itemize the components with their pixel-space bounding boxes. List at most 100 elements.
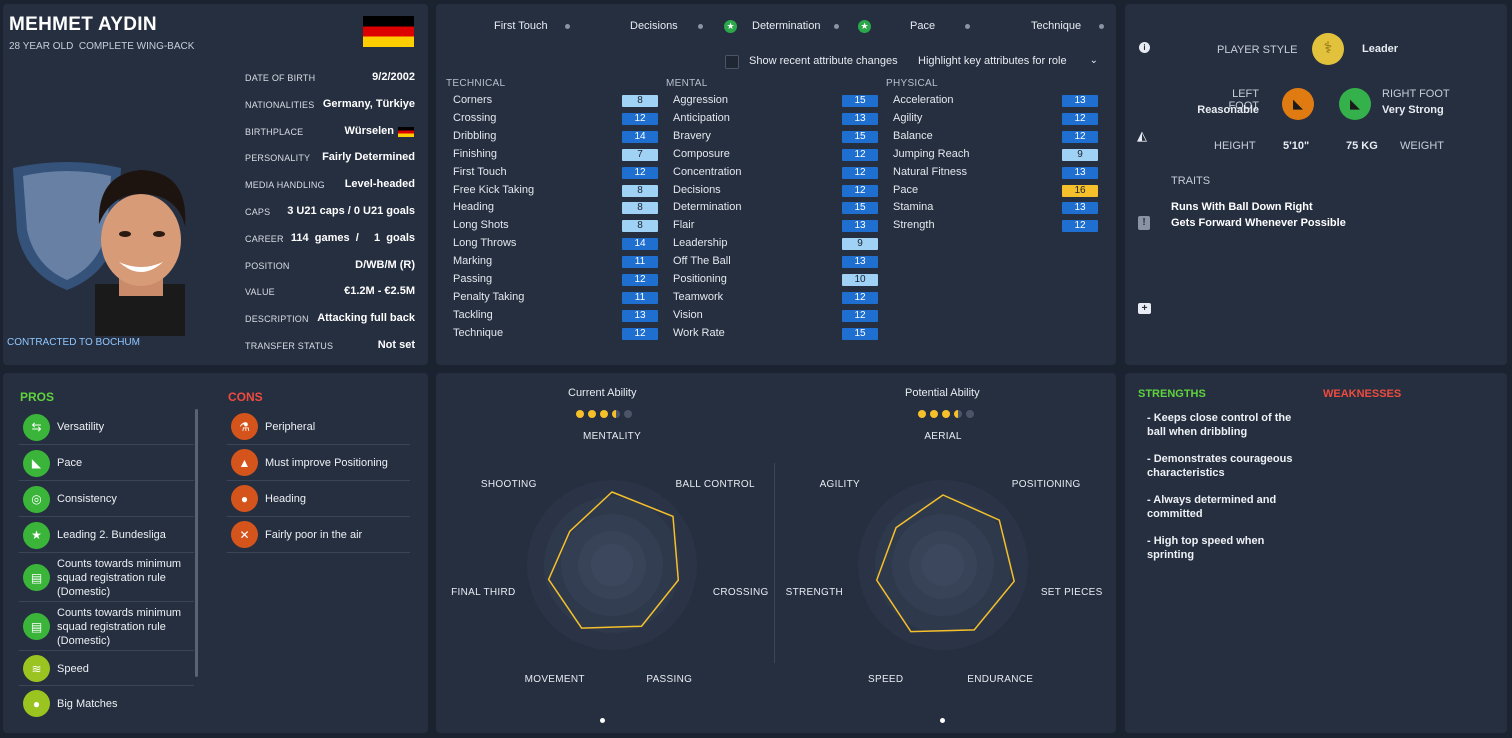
trait-item[interactable]: Gets Forward Whenever Possible (1171, 217, 1346, 229)
pros-item[interactable]: ▤ Counts towards minimum squad registrati… (19, 602, 194, 651)
right-foot-label: RIGHT FOOT (1382, 88, 1450, 100)
contract-text[interactable]: CONTRACTED TO BOCHUM (7, 337, 140, 348)
pros-scrollbar[interactable] (195, 409, 198, 677)
attribute-mental-name[interactable]: Work Rate (673, 326, 725, 339)
highlight-dropdown[interactable]: Highlight key attributes for role ⌄ (914, 52, 1104, 70)
remove-key-attribute-dot[interactable] (834, 24, 839, 29)
attribute-technical-name[interactable]: Penalty Taking (453, 290, 525, 303)
attribute-physical-name[interactable]: Agility (893, 111, 923, 124)
chevron-down-icon: ⌄ (1089, 55, 1098, 66)
key-attribute-first-touch[interactable]: First Touch (494, 20, 548, 32)
cons-item[interactable]: ● Heading (227, 481, 410, 517)
left-boot-icon: ◣ (1282, 88, 1314, 120)
attribute-mental-name[interactable]: Flair (673, 219, 695, 232)
attribute-mental-name[interactable]: Positioning (673, 273, 727, 285)
attribute-physical-name[interactable]: Acceleration (893, 94, 954, 106)
remove-key-attribute-dot[interactable] (698, 24, 703, 29)
ability-star-icon (918, 410, 926, 418)
info-icon[interactable]: i (1139, 42, 1150, 53)
attribute-technical-name[interactable]: Corners (453, 94, 493, 106)
strengths-title: STRENGTHS (1138, 388, 1206, 400)
attribute-mental-name[interactable]: Concentration (673, 165, 742, 178)
attribute-physical-name[interactable]: Natural Fitness (893, 165, 967, 178)
attribute-technical-name[interactable]: First Touch (453, 165, 507, 178)
attribute-technical-name[interactable]: Heading (453, 201, 494, 214)
left-foot-label: LEFT FOOT (1228, 88, 1259, 112)
attribute-physical-name[interactable]: Strength (893, 219, 935, 232)
attribute-mental-name[interactable]: Anticipation (673, 111, 730, 124)
radar-axis-label: MOVEMENT (524, 674, 585, 686)
attribute-technical-name[interactable]: Free Kick Taking (453, 183, 535, 196)
attribute-mental-name[interactable]: Bravery (673, 129, 711, 142)
alert-icon[interactable]: ! (1138, 216, 1150, 230)
target-icon: ◎ (23, 485, 50, 513)
detail-value: Würselen (344, 124, 394, 137)
trait-item[interactable]: Runs With Ball Down Right (1171, 201, 1313, 213)
remove-key-attribute-dot[interactable] (965, 24, 970, 29)
attribute-mental-name[interactable]: Composure (673, 147, 730, 160)
pros-item[interactable]: ◣ Pace (19, 445, 194, 481)
attribute-physical-name[interactable]: Balance (893, 129, 933, 142)
attribute-technical-name[interactable]: Finishing (453, 147, 498, 160)
pros-item[interactable]: ⇆ Versatility (19, 409, 194, 445)
key-attribute-technique[interactable]: Technique (1031, 20, 1082, 32)
attribute-mental-name[interactable]: Off The Ball (673, 255, 731, 268)
attribute-technical-name[interactable]: Marking (453, 255, 493, 268)
pros-item[interactable]: ◎ Consistency (19, 481, 194, 517)
attribute-technical-name[interactable]: Long Shots (453, 219, 509, 232)
cons-item[interactable]: ⚗ Peripheral (227, 409, 410, 445)
detail-value[interactable]: Not set (377, 339, 415, 351)
attribute-technical-name[interactable]: Passing (453, 273, 493, 285)
attribute-technical-name[interactable]: Crossing (453, 111, 497, 124)
current-ability-stars (576, 405, 636, 423)
ability-star-icon (624, 410, 632, 418)
cons-item[interactable]: ▲ Must improve Positioning (227, 445, 410, 481)
detail-value: D/WB/M (R) (355, 258, 415, 271)
radar-axis-label: ENDURANCE (967, 674, 1034, 686)
attribute-mental-name[interactable]: Vision (673, 308, 703, 321)
attribute-mental-name[interactable]: Decisions (673, 183, 721, 196)
radar-charts (527, 480, 1028, 650)
attribute-mental-name[interactable]: Teamwork (673, 290, 724, 303)
potential-ability-label: Potential Ability (905, 387, 980, 399)
person-icon[interactable]: ◭ (1137, 128, 1147, 143)
attribute-physical-name[interactable]: Stamina (893, 201, 934, 214)
aerial-icon: ✕ (231, 521, 258, 548)
remove-key-attribute-dot[interactable] (1099, 24, 1104, 29)
key-attribute-decisions[interactable]: Decisions (630, 20, 678, 32)
show-changes-label[interactable]: Show recent attribute changes (749, 55, 898, 67)
pros-item[interactable]: ▤ Counts towards minimum squad registrati… (19, 553, 194, 602)
pros-item[interactable]: ● Big Matches (19, 686, 194, 721)
ability-star-icon (942, 410, 950, 418)
attribute-value-badge: 12 (842, 309, 878, 322)
attribute-technical-name[interactable]: Long Throws (453, 237, 517, 250)
detail-label: PERSONALITY (245, 153, 311, 164)
attribute-technical-name[interactable]: Technique (453, 326, 504, 339)
attribute-physical-name[interactable]: Jumping Reach (893, 147, 970, 160)
key-attribute-determination[interactable]: Determination (752, 20, 821, 32)
pros-item[interactable]: ★ Leading 2. Bundesliga (19, 517, 194, 553)
pros-item[interactable]: ≋ Speed (19, 651, 194, 686)
attribute-technical-name[interactable]: Tackling (453, 308, 493, 321)
pros-item-text: Counts towards minimum squad registratio… (57, 557, 182, 598)
attribute-mental-name[interactable]: Aggression (673, 94, 729, 106)
left-foot-value: Reasonable (1197, 104, 1259, 116)
club-crest-icon (13, 162, 121, 290)
radar-axis-label: FINAL THIRD (451, 587, 516, 599)
attribute-mental-name[interactable]: Determination (673, 201, 742, 214)
page-dot-right[interactable] (940, 718, 945, 723)
attribute-technical-name[interactable]: Dribbling (453, 129, 497, 142)
show-changes-checkbox[interactable] (725, 55, 739, 69)
pros-item-text: Speed (57, 662, 89, 675)
key-attribute-pace[interactable]: Pace (910, 20, 936, 32)
attribute-mental-name[interactable]: Leadership (673, 237, 728, 250)
mental-title: MENTAL (666, 78, 708, 89)
cons-item[interactable]: ✕ Fairly poor in the air (227, 517, 410, 553)
detail-label: CAPS (245, 207, 271, 217)
attribute-physical-name[interactable]: Pace (893, 183, 919, 196)
radar-axis-label: SPEED (868, 674, 904, 686)
medical-icon[interactable]: + (1138, 303, 1151, 314)
remove-key-attribute-dot[interactable] (565, 24, 570, 29)
leader-icon: ⚕ (1312, 33, 1344, 65)
page-dot-left[interactable] (600, 718, 605, 723)
